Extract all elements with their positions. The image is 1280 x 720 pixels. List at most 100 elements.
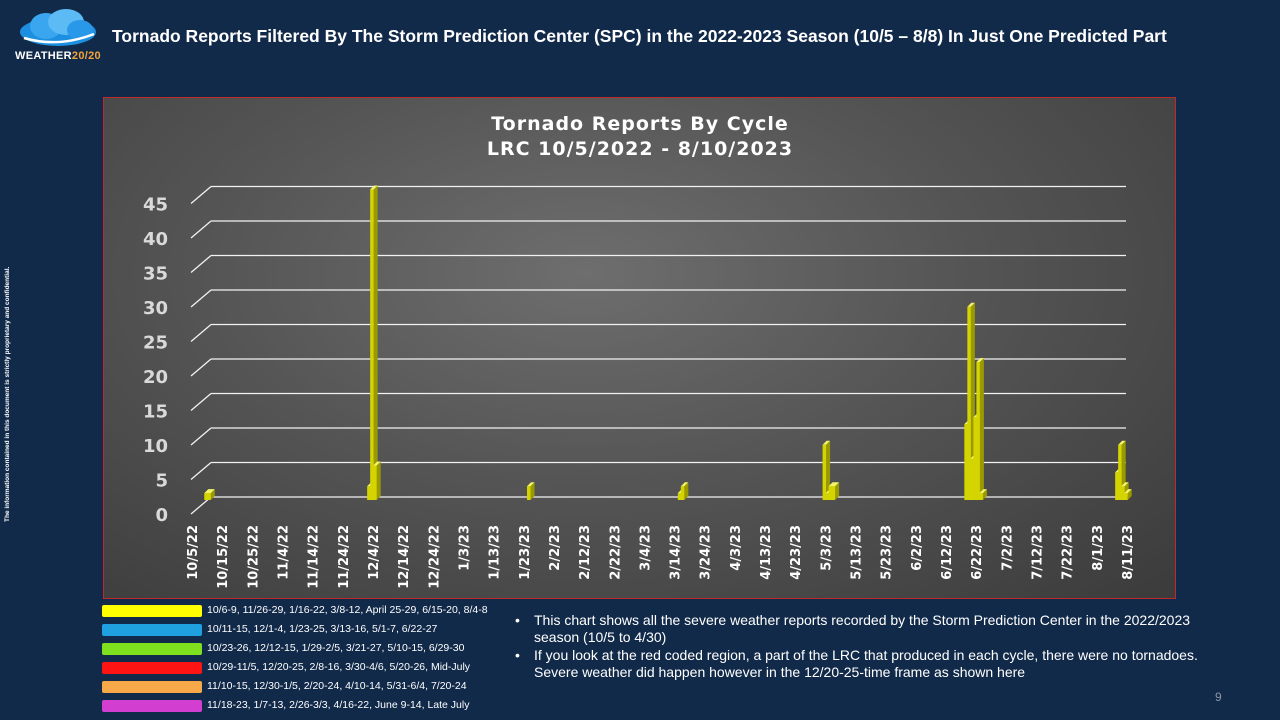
- x-tick-label: 4/13/23: [759, 525, 774, 580]
- bar-front: [822, 444, 827, 500]
- bar-front: [370, 189, 374, 500]
- cloud-logo-icon: [20, 9, 96, 46]
- y-tick-label: 5: [155, 471, 168, 492]
- y-tick-label: 20: [143, 367, 168, 388]
- bar-top: [822, 440, 831, 445]
- bar-front: [1124, 493, 1128, 500]
- legend-label: 10/29-11/5, 12/20-25, 2/8-16, 3/30-4/6, …: [207, 661, 471, 673]
- x-tick-label: 3/4/23: [638, 525, 653, 571]
- gridline-depth: [190, 220, 212, 239]
- legend-item: 10/29-11/5, 12/20-25, 2/8-16, 3/30-4/6, …: [100, 660, 510, 679]
- bar-front: [207, 493, 211, 500]
- gridline-depth: [190, 358, 212, 377]
- x-tick-label: 10/5/22: [186, 525, 201, 580]
- note-item: • This chart shows all the severe weather…: [515, 612, 1205, 646]
- bullet: •: [515, 647, 520, 663]
- bar-side: [210, 489, 215, 500]
- y-tick-label: 25: [143, 333, 168, 354]
- x-tick-label: 7/22/23: [1061, 525, 1076, 580]
- slide-notes: • This chart shows all the severe weather…: [515, 612, 1205, 682]
- x-tick-label: 3/24/23: [699, 525, 714, 580]
- bar-top: [370, 185, 378, 190]
- tornado-bar: [680, 482, 689, 500]
- gridline-depth: [190, 462, 212, 480]
- bar-top: [204, 489, 212, 494]
- x-tick-label: 10/15/22: [216, 525, 231, 589]
- x-tick-label: 11/24/22: [337, 525, 352, 589]
- bar-top: [976, 358, 984, 362]
- legend-swatch: [102, 605, 202, 617]
- bar-side: [684, 482, 689, 500]
- bar-side: [530, 482, 535, 500]
- bar-front: [831, 486, 836, 500]
- note-text: If you look at the red coded region, a p…: [534, 647, 1198, 680]
- gridline-depth: [190, 186, 212, 204]
- x-tick-label: 5/3/23: [819, 525, 834, 571]
- bar-front: [204, 493, 208, 500]
- tornado-bar: [526, 482, 535, 500]
- y-tick-label: 40: [143, 229, 168, 250]
- tornado-bar: [831, 482, 840, 500]
- x-tick-label: 4/23/23: [789, 525, 804, 580]
- x-tick-label: 1/23/23: [518, 525, 533, 580]
- x-tick-label: 7/2/23: [1000, 525, 1015, 571]
- bar-front: [973, 417, 977, 500]
- x-tick-label: 5/13/23: [850, 525, 865, 580]
- tornado-bar: [976, 358, 984, 500]
- bar-top: [373, 461, 381, 466]
- legend-swatch: [102, 624, 202, 636]
- tornado-bar: [822, 440, 831, 500]
- tornado-bar: [979, 489, 987, 500]
- bar-front: [526, 486, 531, 500]
- bar-front: [1115, 472, 1119, 500]
- legend-item: 10/23-26, 12/12-15, 1/29-2/5, 3/21-27, 5…: [100, 641, 510, 660]
- bar-front: [825, 493, 830, 500]
- gridline-depth: [190, 427, 212, 446]
- legend-item: 11/18-23, 1/7-13, 2/26-3/3, 4/16-22, Jun…: [100, 698, 510, 717]
- x-tick-label: 11/4/22: [276, 525, 291, 580]
- bar-top: [207, 489, 215, 494]
- bar-side: [982, 489, 987, 500]
- x-tick-label: 12/14/22: [397, 525, 412, 589]
- y-tick-label: 10: [143, 436, 168, 457]
- note-item: • If you look at the red coded region, a …: [515, 647, 1205, 681]
- x-tick-label: 12/4/22: [367, 525, 382, 580]
- bar-front: [677, 493, 682, 500]
- bar-front: [828, 486, 833, 500]
- x-tick-label: 8/1/23: [1091, 525, 1106, 571]
- y-tick-label: 35: [143, 264, 168, 285]
- chart-bars: [204, 185, 1132, 500]
- confidentiality-note: The information contained in this docume…: [4, 266, 11, 522]
- bar-front: [1118, 444, 1122, 500]
- tornado-bar: [207, 489, 215, 500]
- legend-label: 10/6-9, 11/26-29, 1/16-22, 3/8-12, April…: [207, 604, 488, 616]
- bar-front: [964, 424, 968, 500]
- legend-label: 10/11-15, 12/1-4, 1/23-25, 3/13-16, 5/1-…: [207, 623, 438, 635]
- tornado-bar: [1124, 489, 1132, 500]
- x-tick-label: 2/12/23: [578, 525, 593, 580]
- x-tick-label: 10/25/22: [246, 525, 261, 589]
- y-axis-ticks: 0 5 10 15 20 25 30 35 40 45: [143, 195, 168, 527]
- x-tick-label: 3/14/23: [669, 525, 684, 580]
- bar-side: [826, 440, 831, 500]
- bar-front: [680, 486, 685, 500]
- y-tick-label: 30: [143, 298, 168, 319]
- y-tick-label: 45: [143, 195, 168, 216]
- bar-top: [1118, 440, 1126, 445]
- bullet: •: [515, 612, 520, 628]
- tornado-chart: Tornado Reports By Cycle LRC 10/5/2022 -…: [143, 113, 1136, 589]
- legend-item: 11/10-15, 12/30-1/5, 2/20-24, 4/10-14, 5…: [100, 679, 510, 698]
- bar-front: [373, 465, 377, 500]
- bar-front: [967, 306, 971, 500]
- y-tick-label: 15: [143, 402, 168, 423]
- legend-label: 11/10-15, 12/30-1/5, 2/20-24, 4/10-14, 5…: [207, 680, 467, 692]
- x-tick-label: 6/12/23: [940, 525, 955, 580]
- weather2020-logo: WEATHER20/20: [8, 8, 108, 64]
- bar-top: [1124, 489, 1132, 494]
- legend-swatch: [102, 700, 202, 712]
- x-tick-label: 2/22/23: [608, 525, 623, 580]
- bar-side: [1127, 489, 1132, 500]
- chart-title: Tornado Reports By Cycle: [491, 113, 789, 135]
- y-tick-label: 0: [155, 505, 168, 526]
- x-tick-label: 7/12/23: [1031, 525, 1046, 580]
